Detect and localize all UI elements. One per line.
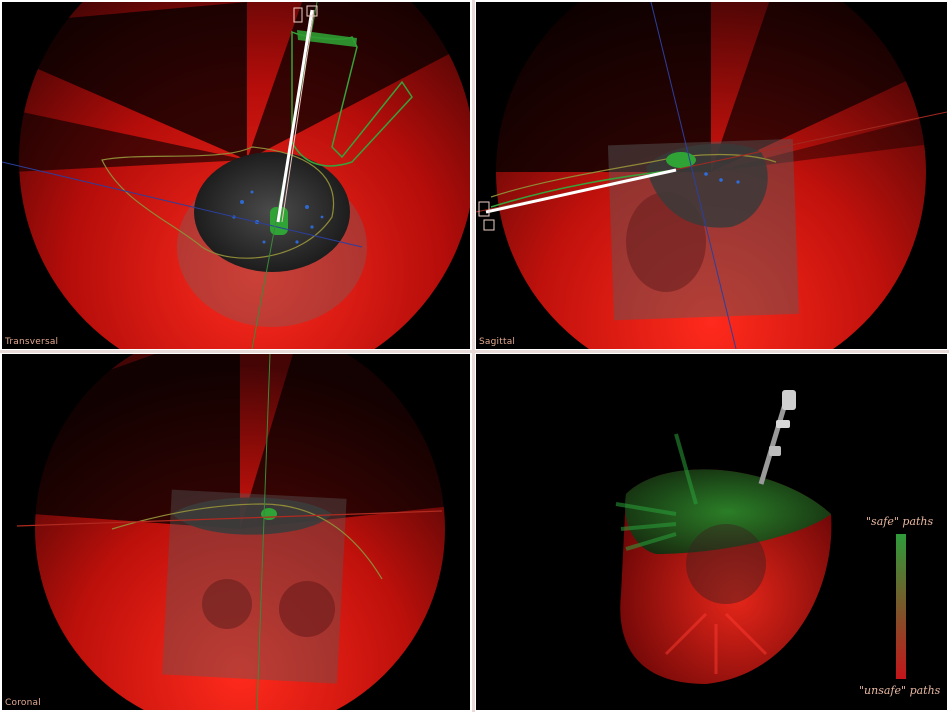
view-label: Coronal: [5, 698, 41, 708]
legend-safe-label: "safe" paths: [866, 515, 934, 528]
crosshair-vertical: [650, 2, 737, 349]
legend-unsafe-label: "unsafe" paths: [859, 684, 941, 697]
vessels: [704, 172, 740, 184]
needle-handle-icon: [293, 5, 318, 23]
sagittal-view[interactable]: Sagittal: [476, 2, 947, 349]
safe-region: [625, 469, 831, 554]
safe-path-contour: [490, 169, 677, 208]
needle-handle-icon: [478, 201, 495, 231]
organ-contour: [111, 503, 383, 580]
safe-path-rays: [615, 433, 698, 551]
view-divider-horizontal[interactable]: [0, 350, 949, 353]
organ-contour: [101, 146, 335, 259]
crosshair-vertical: [256, 354, 271, 710]
crosshair-horizontal: [16, 510, 443, 527]
kidney: [279, 581, 335, 637]
tumor: [261, 508, 277, 520]
transversal-rendering: [2, 2, 470, 349]
view-label: Sagittal: [479, 337, 516, 347]
sagittal-rendering: [476, 2, 947, 349]
view-divider-vertical[interactable]: [472, 0, 475, 712]
coronal-view[interactable]: Coronal: [2, 354, 470, 710]
unsafe-path-rays: [664, 612, 768, 674]
view-label: Transversal: [5, 337, 59, 347]
liver-3d: [686, 524, 766, 604]
needle-trajectory: [485, 168, 677, 214]
crosshair-horizontal: [2, 161, 363, 248]
3d-rendering: [615, 390, 906, 684]
needle-handle-icon: [782, 390, 796, 410]
3d-view[interactable]: "safe" paths "unsafe" paths: [476, 354, 947, 710]
transversal-view[interactable]: Transversal: [2, 2, 470, 349]
needle-trajectory: [276, 9, 314, 223]
coronal-rendering: [16, 354, 470, 710]
